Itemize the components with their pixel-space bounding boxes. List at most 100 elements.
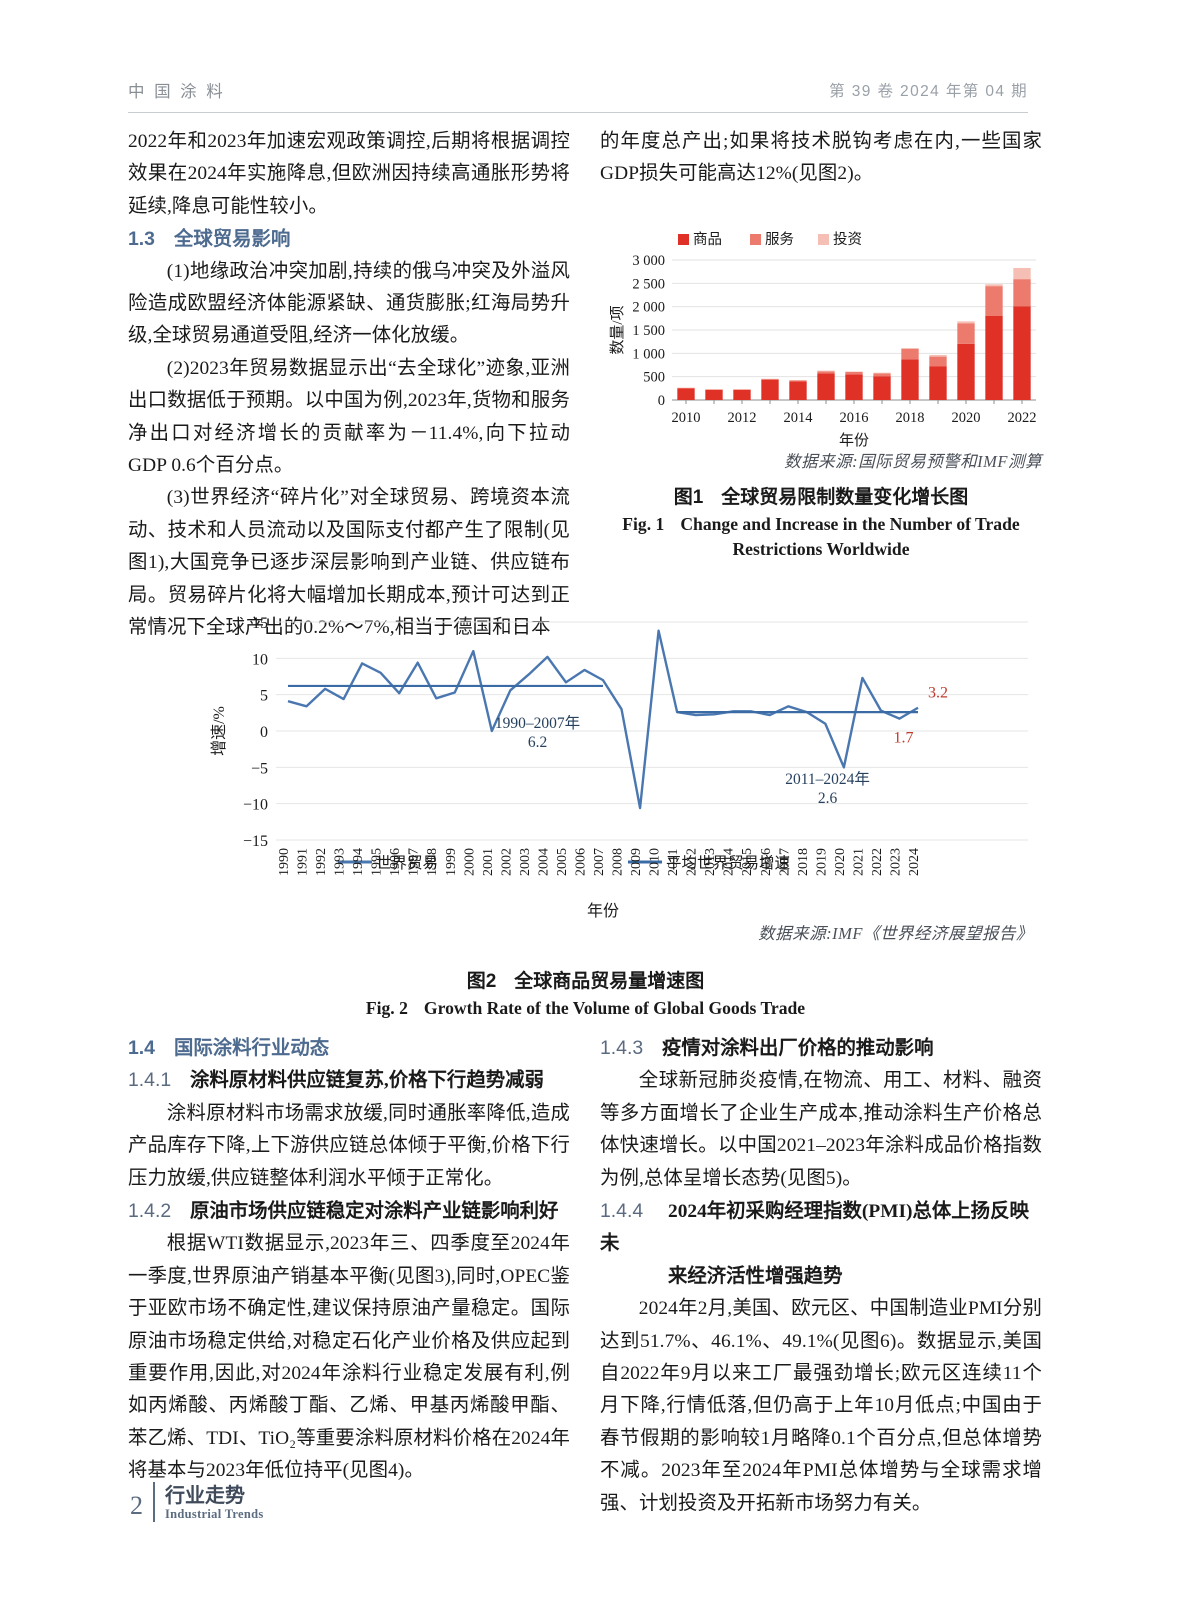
x-axis-label: 年份 — [839, 432, 869, 448]
x-tick-label: 2004 — [536, 848, 551, 876]
figure-2: 15 10 5 0 −5 −10 −15 1990–2007年 6.2 2011–2024年 2.6… — [128, 600, 1043, 1021]
bar-segment — [901, 359, 919, 400]
figure-1-caption-en: Fig. 1 Change and Increase in the Number … — [600, 512, 1042, 562]
heading-1-4-2: 1.4.2 原油市场供应链稳定对涂料产业链影响利好 — [128, 1195, 570, 1228]
bar-segment — [789, 381, 807, 400]
average-label-1-line1: 2011–2024年 — [785, 770, 870, 788]
heading-1-3-title: 全球贸易影响 — [174, 228, 291, 251]
bar-segment — [929, 356, 947, 367]
y-tick-label: 500 — [643, 370, 665, 386]
figure-1: 商品 服务 投资 0 500 1 000 1 500 2 000 2 500 3 000 2010 2… — [600, 228, 1042, 562]
legend-label-1: 平均世界贸易增速 — [666, 854, 790, 872]
bar-segment — [985, 286, 1003, 316]
x-tick-label: 1997 — [407, 848, 422, 876]
heading-1-4-4-title: 2024年初采购经理指数(PMI)总体上扬反映未 — [600, 1201, 1029, 1255]
heading-1-4-title: 国际涂料行业动态 — [174, 1037, 330, 1059]
y-tick-label: 1 500 — [632, 323, 665, 339]
x-tick-label: 2020 — [952, 410, 981, 426]
figure-1-caption-cn: 图1 全球贸易限制数量变化增长图 — [600, 482, 1042, 509]
bar-segment — [1013, 279, 1031, 307]
right-column-bottom: 1.4.3 疫情对涂料出厂价格的推动影响 全球新冠肺炎疫情,在物流、用工、材料、融… — [600, 1032, 1042, 1520]
legend-label-0: 世界贸易 — [376, 854, 438, 872]
figure-1-label-cn: 图1 — [673, 487, 704, 508]
paragraph-intro-right: 的年度总产出;如果将技术脱钩考虑在内,一些国家GDP损失可能高达12%(见图2)… — [600, 131, 1042, 185]
bar-segment — [985, 316, 1003, 400]
y-axis-label: 数量/项 — [609, 305, 626, 354]
paragraph-1: (1)地缘政治冲突加剧,持续的俄乌冲突及外溢风险造成欧盟经济体能源紧缺、通货膨胀… — [128, 260, 570, 347]
footer-section: 行业走势 Industrial Trends — [165, 1485, 264, 1522]
bar-segment — [845, 374, 863, 400]
heading-1-3-number: 1.3 — [128, 228, 155, 251]
bar-segment — [733, 389, 751, 400]
figure-1-title-en-1: Change and Increase in the Number of Tra… — [680, 514, 1020, 534]
footer-divider — [153, 1482, 155, 1522]
right-column-top: 的年度总产出;如果将技术脱钩考虑在内,一些国家GDP损失可能高达12%(见图2)… — [600, 126, 1042, 191]
figure-2-chart: 15 10 5 0 −5 −10 −15 1990–2007年 6.2 2011–2024年 2.6… — [210, 615, 1028, 920]
x-tick-label: 2022 — [870, 848, 885, 876]
y-tick-label: −10 — [243, 797, 268, 814]
y-tick-label: 2 500 — [632, 276, 665, 292]
x-tick-label: 2007 — [592, 848, 607, 876]
bar-segment — [957, 323, 975, 344]
x-tick-label: 2022 — [1008, 410, 1037, 426]
header-divider — [128, 112, 1028, 113]
legend-label-2: 投资 — [833, 231, 862, 248]
average-label-0-line1: 1990–2007年 — [495, 714, 580, 732]
page-header: 中 国 涂 料 第 39 卷 2024 年第 04 期 — [128, 78, 1028, 112]
figure-2-label-cn: 图2 — [466, 971, 497, 992]
bar-segment — [845, 372, 863, 375]
figure-2-title-cn: 全球商品贸易量增速图 — [514, 971, 705, 992]
x-tick-label: 1995 — [370, 848, 385, 876]
y-tick-label: −15 — [243, 833, 268, 850]
x-tick-label: 2010 — [672, 410, 701, 426]
x-tick-label: 2017 — [777, 848, 792, 876]
y-tick-label: 1 000 — [632, 346, 665, 362]
x-tick-label: 2018 — [896, 410, 925, 426]
x-tick-label: 1998 — [425, 848, 440, 876]
x-tick-label: 2002 — [499, 848, 514, 876]
x-tick-label: 2014 — [784, 410, 814, 426]
heading-1-4-1: 1.4.1 涂料原材料供应链复苏,价格下行趋势减弱 — [128, 1064, 570, 1097]
paragraph-1-4-2: 根据WTI数据显示,2023年三、四季度至2024年一季度,世界原油产销基本平衡… — [128, 1233, 570, 1482]
y-tick-label: 3 000 — [632, 253, 665, 269]
bar-segment — [873, 372, 891, 374]
x-tick-label: 2016 — [840, 410, 869, 426]
x-tick-label: 2012 — [728, 410, 757, 426]
paragraph-2: (2)2023年贸易数据显示出“去全球化”迹象,亚洲出口数据低于预期。以中国为例… — [128, 357, 570, 477]
legend-label-0: 商品 — [693, 231, 722, 248]
bar-segment — [957, 343, 975, 400]
heading-1-4: 1.4 国际涂料行业动态 — [128, 1032, 570, 1064]
heading-1-4-4-title-line2: 来经济活性增强趋势 — [668, 1265, 843, 1287]
left-column-top: 2022年和2023年加速宏观政策调控,后期将根据调控效果在2024年实施降息,… — [128, 126, 570, 645]
left-column-bottom: 1.4 国际涂料行业动态 1.4.1 涂料原材料供应链复苏,价格下行趋势减弱 涂料原… — [128, 1032, 570, 1488]
legend-swatch-1 — [750, 234, 761, 245]
average-label-0-line2: 6.2 — [528, 734, 547, 751]
heading-1-4-4: 1.4.4 2024年初采购经理指数(PMI)总体上扬反映未 来经济活性增强趋势 — [600, 1195, 1042, 1293]
average-label-1-line2: 2.6 — [818, 790, 838, 807]
bar-segment — [761, 379, 779, 380]
x-tick-label: 2010 — [648, 848, 663, 876]
y-tick-label: 0 — [260, 724, 268, 741]
bar-segment — [929, 366, 947, 400]
x-tick-label: 2021 — [851, 848, 866, 876]
x-tick-label: 2015 — [740, 848, 755, 876]
heading-1-4-3: 1.4.3 疫情对涂料出厂价格的推动影响 — [600, 1032, 1042, 1065]
x-axis-label: 年份 — [587, 902, 619, 920]
paragraph-intro-left: 2022年和2023年加速宏观政策调控,后期将根据调控效果在2024年实施降息,… — [128, 131, 570, 217]
bar-segment — [817, 370, 835, 372]
x-tick-label: 2011 — [666, 849, 681, 876]
bar-segment — [873, 376, 891, 400]
bar-segment — [789, 380, 807, 382]
x-tick-label: 2023 — [888, 848, 903, 876]
figure-1-title-en-2: Restrictions Worldwide — [732, 539, 910, 559]
journal-name: 中 国 涂 料 — [128, 83, 226, 101]
paragraph-1-4-4: 2024年2月,美国、欧元区、中国制造业PMI分别达到51.7%、46.1%、4… — [600, 1298, 1042, 1514]
x-tick-label: 1994 — [351, 848, 366, 876]
heading-1-4-number: 1.4 — [128, 1037, 155, 1059]
bar-segment — [705, 389, 723, 400]
heading-1-4-1-number: 1.4.1 — [128, 1069, 172, 1092]
y-tick-label: 10 — [252, 651, 268, 668]
y-axis-label: 增速/% — [210, 706, 228, 756]
page-number: 2 — [130, 1491, 143, 1520]
y-tick-label: −5 — [251, 760, 268, 777]
